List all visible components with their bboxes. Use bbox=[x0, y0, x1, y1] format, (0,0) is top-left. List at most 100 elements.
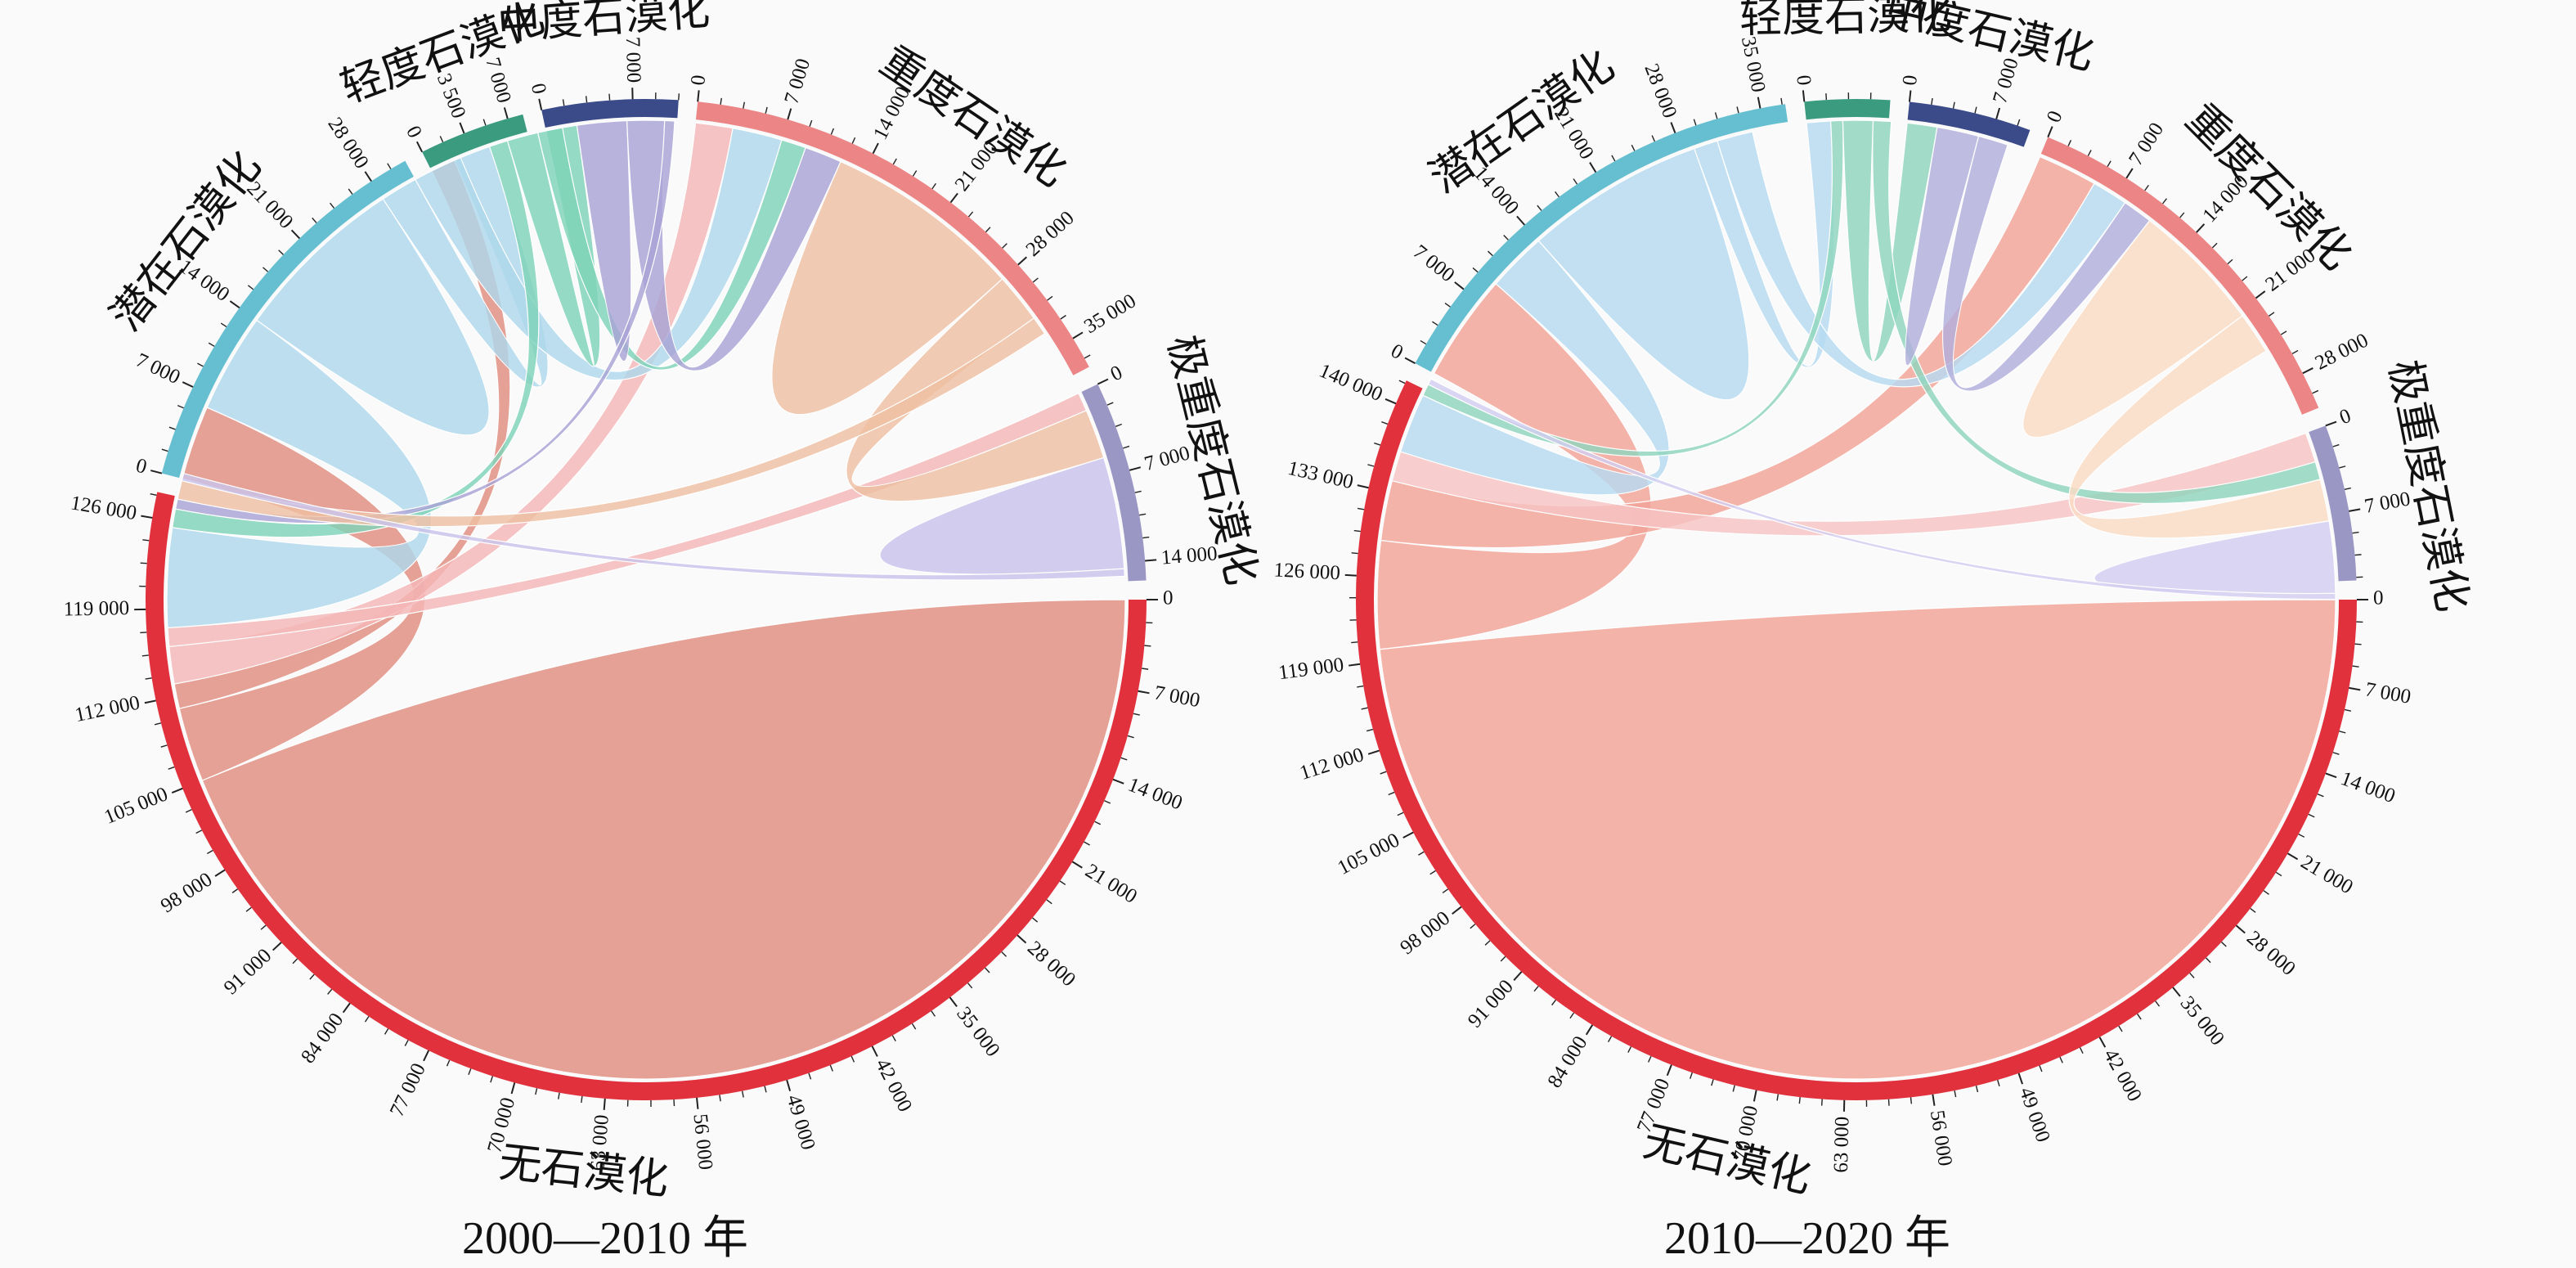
tick-label-none: 112 000 bbox=[1297, 744, 1367, 785]
minor-tick bbox=[1569, 1012, 1575, 1019]
minor-tick bbox=[1627, 1046, 1632, 1053]
tick-label-none: 49 000 bbox=[2015, 1085, 2054, 1145]
major-tick bbox=[871, 1045, 878, 1057]
minor-tick bbox=[2039, 1065, 2043, 1072]
ribbon-light-to-none bbox=[1422, 119, 1844, 457]
ribbon-moderate-to-severe bbox=[1941, 135, 2151, 392]
minor-tick bbox=[2275, 871, 2282, 877]
tick-label-potential: 35 000 bbox=[1737, 34, 1770, 94]
minor-tick bbox=[185, 808, 192, 813]
minor-tick bbox=[2344, 487, 2351, 490]
minor-tick bbox=[1470, 924, 1476, 929]
minor-tick bbox=[1732, 1085, 1735, 1092]
tick-label-moderate: 0 bbox=[527, 82, 550, 97]
minor-tick bbox=[720, 97, 722, 105]
minor-tick bbox=[2339, 731, 2346, 734]
minor-tick bbox=[2221, 942, 2227, 947]
tick-label-none: 119 000 bbox=[64, 597, 130, 621]
minor-tick bbox=[1954, 1090, 1957, 1098]
minor-tick bbox=[1689, 1072, 1693, 1079]
tick-label-none: 7 000 bbox=[2363, 678, 2412, 708]
ribbon-severe-to-severe bbox=[2022, 219, 2244, 438]
minor-tick bbox=[1123, 445, 1130, 449]
minor-tick bbox=[1537, 205, 1542, 211]
minor-tick bbox=[2067, 139, 2072, 146]
minor-tick bbox=[1398, 380, 1406, 384]
minor-tick bbox=[260, 924, 267, 930]
minor-tick bbox=[145, 677, 152, 680]
arc-moderate bbox=[1907, 101, 2031, 147]
tick-label-none: 91 000 bbox=[1464, 976, 1518, 1032]
minor-tick bbox=[177, 405, 184, 409]
minor-tick bbox=[2162, 198, 2168, 205]
ribbons bbox=[1376, 119, 2336, 1080]
minor-tick bbox=[2280, 330, 2287, 335]
minor-tick bbox=[2079, 1047, 2084, 1054]
major-tick bbox=[1666, 1064, 1672, 1077]
tick-label-severe: 0 bbox=[687, 74, 710, 86]
minor-tick bbox=[1910, 1097, 1913, 1104]
minor-tick bbox=[2332, 752, 2340, 755]
minor-tick bbox=[1418, 851, 1425, 856]
minor-tick bbox=[851, 137, 856, 144]
minor-tick bbox=[1432, 321, 1438, 326]
tick-label-none: 28 000 bbox=[2242, 927, 2300, 980]
minor-tick bbox=[1133, 713, 1140, 716]
minor-tick bbox=[891, 1035, 896, 1041]
group-label-none: 无石漠化 bbox=[1639, 1118, 1815, 1202]
minor-tick bbox=[1351, 641, 1358, 644]
minor-tick bbox=[1444, 302, 1451, 308]
ribbon-none-to-severe bbox=[168, 122, 734, 685]
ribbon-moderate-to-none bbox=[174, 119, 675, 524]
minor-tick bbox=[142, 539, 150, 542]
minor-tick bbox=[2087, 150, 2092, 156]
tick-label-severe: 28 000 bbox=[2312, 330, 2372, 375]
minor-tick bbox=[931, 1010, 936, 1017]
minor-tick bbox=[140, 562, 147, 564]
minor-tick bbox=[1060, 314, 1066, 320]
minor-tick bbox=[850, 1055, 855, 1063]
minor-tick bbox=[195, 830, 203, 834]
arc-light bbox=[422, 114, 527, 169]
major-tick bbox=[1072, 331, 1084, 339]
minor-tick bbox=[985, 967, 990, 973]
minor-tick bbox=[1798, 1097, 1801, 1104]
major-tick bbox=[1402, 831, 1414, 839]
major-tick bbox=[2349, 508, 2361, 512]
minor-tick bbox=[2354, 643, 2362, 645]
major-tick bbox=[2047, 126, 2053, 137]
minor-tick bbox=[1711, 1079, 1714, 1086]
major-tick bbox=[696, 1097, 699, 1109]
minor-tick bbox=[1420, 339, 1427, 345]
minor-tick bbox=[2250, 907, 2256, 913]
tick-label-potential: 28 000 bbox=[1640, 61, 1681, 121]
minor-tick bbox=[206, 849, 213, 855]
minor-tick bbox=[967, 211, 974, 218]
tick-label-none: 119 000 bbox=[1277, 654, 1345, 684]
ribbon-extreme-to-extreme bbox=[879, 456, 1125, 575]
major-tick bbox=[1097, 378, 1109, 385]
major-tick bbox=[2235, 924, 2246, 934]
minor-tick bbox=[1820, 1099, 1823, 1106]
minor-tick bbox=[1647, 1055, 1652, 1063]
minor-tick bbox=[2189, 972, 2195, 978]
panel-title-2010-2020: 2010—2020 年 bbox=[1664, 1213, 1950, 1264]
minor-tick bbox=[364, 1016, 370, 1023]
minor-tick bbox=[678, 93, 680, 101]
minor-tick bbox=[1084, 354, 1091, 359]
ribbon-potential-to-potential bbox=[256, 198, 490, 436]
major-tick bbox=[150, 470, 163, 474]
major-tick bbox=[949, 996, 958, 1008]
tick-label-potential: 0 bbox=[1387, 339, 1407, 364]
tick-label-moderate: 7 000 bbox=[1989, 56, 2023, 106]
minor-tick bbox=[985, 227, 991, 233]
minor-tick bbox=[1134, 490, 1142, 493]
tick-label-none: 98 000 bbox=[1396, 907, 1454, 960]
minor-tick bbox=[2263, 890, 2269, 895]
tick-label-none: 126 000 bbox=[1273, 559, 1340, 584]
minor-tick bbox=[197, 362, 204, 367]
major-tick bbox=[2325, 772, 2337, 779]
